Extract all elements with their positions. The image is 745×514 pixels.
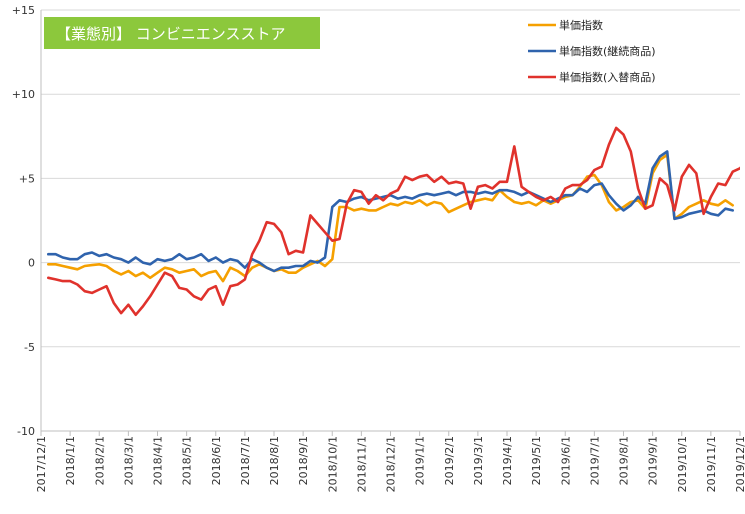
y-tick-label: -5 [24, 341, 35, 354]
legend-label: 単価指数(継続商品) [559, 44, 656, 58]
x-tick-label: 2018/3/1 [122, 436, 135, 485]
x-tick-label: 2019/8/1 [618, 436, 631, 485]
x-tick-label: 2018/6/1 [210, 436, 223, 485]
x-tick-label: 2019/11/1 [705, 436, 718, 492]
series-layer [46, 126, 740, 317]
x-tick-label: 2018/12/1 [385, 436, 398, 492]
y-tick-label: +10 [12, 88, 35, 101]
axis-layer: -10 -5 0 +5 +10 +15 2017/12/1 2018/1/1 2018/2/1 2… [12, 4, 745, 492]
x-tick-label: 2019/6/1 [559, 436, 572, 485]
x-tick-label: 2018/1/1 [64, 436, 77, 485]
x-tick-label: 2019/4/1 [501, 436, 514, 485]
x-tick-label: 2018/8/1 [268, 436, 281, 485]
x-tick-label: 2018/7/1 [239, 436, 252, 485]
x-tick-label: 2019/10/1 [676, 436, 689, 492]
series-line-3 [46, 126, 740, 317]
x-tick-label: 2018/2/1 [93, 436, 106, 485]
x-tick-label: 2019/9/1 [647, 436, 660, 485]
x-tick-label: 2019/5/1 [530, 436, 543, 485]
x-tick-label: 2017/12/1 [35, 436, 48, 492]
series-line-2 [46, 150, 735, 273]
x-tick-label: 2019/2/1 [443, 436, 456, 485]
y-tick-label: -10 [17, 425, 35, 438]
series-line-1 [46, 153, 735, 283]
x-tick-label: 2018/5/1 [181, 436, 194, 485]
x-tick-label: 2019/3/1 [472, 436, 485, 485]
x-tick-label: 2019/12/1 [734, 436, 745, 492]
y-tick-label: 0 [28, 257, 35, 270]
chart-title: 【業態別】 コンビニエンスストア [56, 25, 285, 43]
legend-label: 単価指数(入替商品) [559, 70, 656, 84]
x-tick-label: 2018/11/1 [355, 436, 368, 492]
x-tick-label: 2018/10/1 [326, 436, 339, 492]
chart-title-background [44, 17, 320, 49]
chart-title-box: 【業態別】 コンビニエンスストア [44, 17, 320, 49]
x-tick-label: 2019/7/1 [588, 436, 601, 485]
y-tick-label: +15 [12, 4, 35, 17]
x-tick-label: 2018/9/1 [297, 436, 310, 485]
x-tick-label: 2019/1/1 [414, 436, 427, 485]
legend-label: 単価指数 [559, 18, 603, 32]
y-tick-label: +5 [19, 172, 35, 185]
x-tick-label: 2018/4/1 [152, 436, 165, 485]
